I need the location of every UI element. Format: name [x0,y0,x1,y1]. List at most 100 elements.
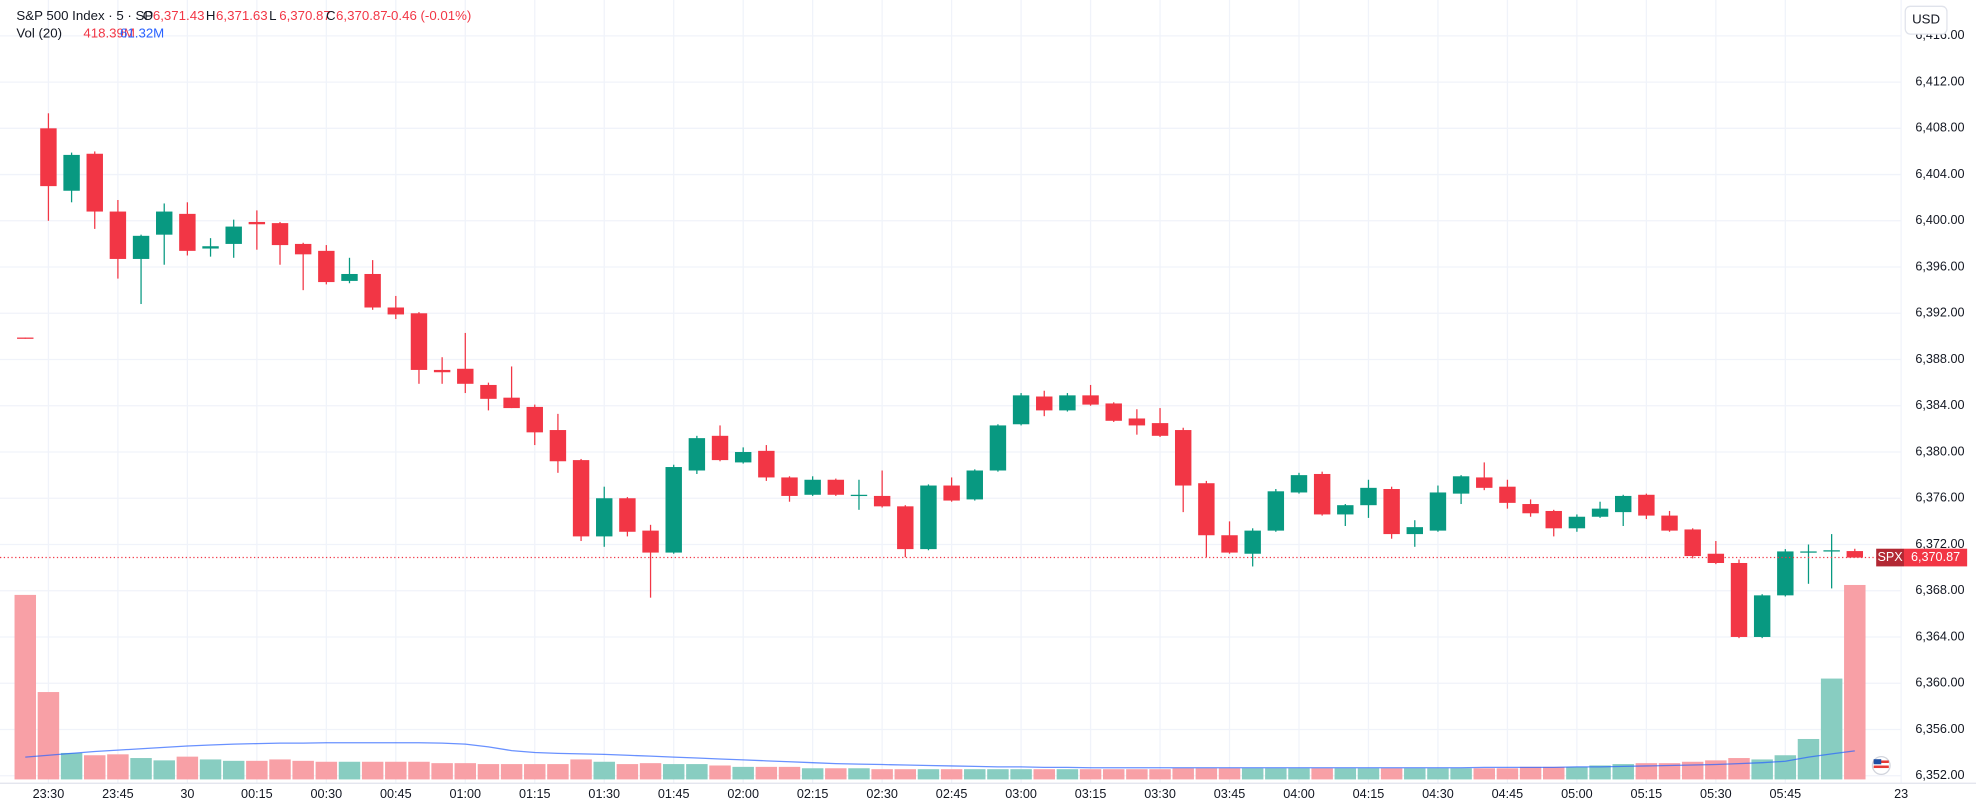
y-tick-label: 6,352.00 [1915,768,1964,782]
x-tick-label: 02:30 [866,787,898,801]
x-tick-label: 03:30 [1144,787,1176,801]
volume-bar [1589,765,1611,780]
candle-body [1638,494,1655,516]
volume-bar [1450,768,1472,780]
candle-body [920,485,937,550]
volume-bar [1218,768,1241,780]
y-tick-label: 6,388.00 [1915,352,1964,366]
volume-bar [1404,768,1426,780]
y-tick-label: 6,392.00 [1915,306,1964,320]
volume-bar [37,692,60,780]
candle-body [364,273,381,308]
candle-body [596,498,613,537]
volume-bar [964,769,986,780]
candle-body [873,495,891,507]
candle-body [179,213,196,251]
ohlc-key: C [326,8,336,23]
volume-bar [732,766,754,780]
volume-bar [1844,584,1866,780]
volume-bar [14,594,37,780]
candle-body [1059,395,1076,411]
candle-body [1174,430,1192,486]
currency-label[interactable]: USD [1912,12,1940,27]
candle-body [1753,595,1771,637]
volume-bar [84,755,106,780]
x-tick-label: 02:45 [936,787,968,801]
currency-button[interactable] [1904,5,1948,35]
volume-bar [1820,678,1843,780]
x-tick-label: 03:15 [1075,787,1107,801]
ohlc-key: L [269,8,276,23]
candle-body [1012,395,1030,425]
candle-body [1452,476,1470,494]
volume-bar [1427,768,1449,780]
x-tick-label: 00:15 [241,787,273,801]
ohlc-legend: O 6,371.43 H 6,371.63 L 6,370.87C 6,370.87 [143,8,388,23]
x-tick-label: 05:15 [1631,787,1663,801]
y-tick-label: 6,364.00 [1915,629,1964,643]
x-tick-label: 05:45 [1770,787,1802,801]
volume-bar [1542,766,1565,780]
candle-body [1545,510,1562,529]
volume-bar [1473,768,1496,780]
volume-bar [709,765,731,780]
candle-body [294,243,312,255]
candle-body [572,460,590,537]
volume-bar [755,766,778,780]
candle-body [1707,553,1725,563]
x-tick-label: 05:00 [1561,787,1593,801]
x-tick-label: 01:30 [588,787,620,801]
ohlc-value: 6,370.87 [336,8,388,23]
volume-bar [1079,769,1102,780]
volume-bar [361,761,384,780]
volume-bar [454,763,477,780]
x-tick-label: 02:00 [727,787,759,801]
volume-bar [500,764,523,780]
volume-bar [639,763,662,780]
volume-bar [1728,758,1750,780]
volume-bar [292,760,314,780]
volume-bar [1751,759,1773,780]
volume-bar [1265,768,1287,780]
candle-body [897,506,914,550]
ohlc-value: 6,371.43 [153,8,205,23]
candle-body [1244,530,1261,554]
candle-body [943,485,960,501]
volume-bar [547,764,569,780]
volume-bar [987,769,1009,780]
candle-body [1661,515,1678,531]
volume-bar [524,764,546,780]
x-tick-label: 00:30 [311,787,343,801]
x-tick-label: 04:15 [1353,787,1385,801]
y-tick-label: 6,384.00 [1915,398,1964,412]
candle-body [1360,487,1377,506]
volume-bar [1797,738,1820,780]
y-tick-label: 6,396.00 [1915,259,1964,273]
volume-bar [1033,769,1055,780]
candle-body [387,307,405,315]
ohlc-key: O [143,8,153,23]
candle-body [341,273,358,281]
ohlc-value: 6,370.87 [279,8,331,23]
volume-bar [1102,769,1125,780]
volume-bar [825,768,847,780]
x-tick-label: 01:45 [658,787,690,801]
volume-bar [107,754,129,780]
volume-bar [593,761,615,780]
x-tick-label: 03:45 [1214,787,1246,801]
candle-body [1337,505,1354,515]
volume-bar [269,759,291,780]
x-tick-label: 04:00 [1283,787,1315,801]
symbol-badge [1876,548,1904,567]
candle-body [711,435,729,461]
candle-body [1846,551,1864,558]
ohlc-key: H [206,8,216,23]
volume-bar [662,764,685,780]
candle-body [526,406,543,433]
volume-bar [1566,766,1588,780]
candle-body [1151,423,1169,436]
volume-bar [153,760,175,780]
x-tick-label: 00:45 [380,787,412,801]
candle-body [850,494,868,497]
